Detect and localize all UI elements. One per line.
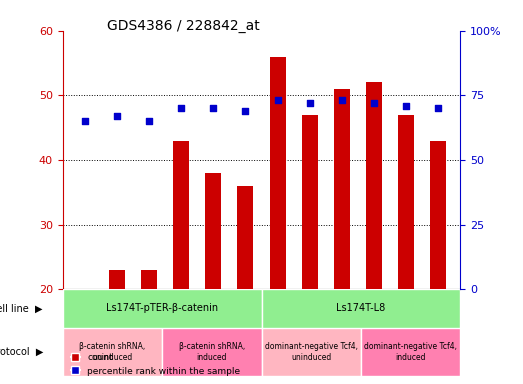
Text: dominant-negative Tcf4,
induced: dominant-negative Tcf4, induced: [364, 343, 457, 362]
Point: [177, 105, 186, 111]
Text: GDS4386 / 228842_at: GDS4386 / 228842_at: [107, 19, 259, 33]
FancyBboxPatch shape: [262, 289, 460, 328]
Bar: [206, 173, 221, 289]
Point: [305, 100, 314, 106]
Bar: [237, 186, 254, 289]
Bar: [334, 89, 350, 289]
Text: protocol  ▶: protocol ▶: [0, 347, 43, 357]
Bar: [302, 115, 317, 289]
Bar: [269, 56, 286, 289]
FancyBboxPatch shape: [63, 328, 162, 376]
FancyBboxPatch shape: [262, 328, 361, 376]
FancyBboxPatch shape: [162, 328, 262, 376]
Point: [402, 103, 410, 109]
Point: [274, 98, 282, 104]
Text: cell line  ▶: cell line ▶: [0, 303, 43, 313]
Text: Ls174T-L8: Ls174T-L8: [336, 303, 385, 313]
Point: [434, 105, 442, 111]
Point: [113, 113, 121, 119]
Bar: [366, 83, 382, 289]
Bar: [109, 270, 126, 289]
Text: Ls174T-pTER-β-catenin: Ls174T-pTER-β-catenin: [106, 303, 218, 313]
Point: [370, 100, 378, 106]
Bar: [173, 141, 189, 289]
Point: [81, 118, 89, 124]
Point: [145, 118, 153, 124]
Bar: [397, 115, 414, 289]
FancyBboxPatch shape: [63, 289, 262, 328]
Bar: [141, 270, 157, 289]
Bar: [430, 141, 446, 289]
Text: dominant-negative Tcf4,
uninduced: dominant-negative Tcf4, uninduced: [265, 343, 358, 362]
Legend: count, percentile rank within the sample: count, percentile rank within the sample: [67, 349, 244, 379]
Point: [337, 98, 346, 104]
Point: [241, 108, 249, 114]
Text: β-catenin shRNA,
uninduced: β-catenin shRNA, uninduced: [79, 343, 145, 362]
Text: β-catenin shRNA,
induced: β-catenin shRNA, induced: [179, 343, 245, 362]
FancyBboxPatch shape: [361, 328, 460, 376]
Point: [209, 105, 218, 111]
